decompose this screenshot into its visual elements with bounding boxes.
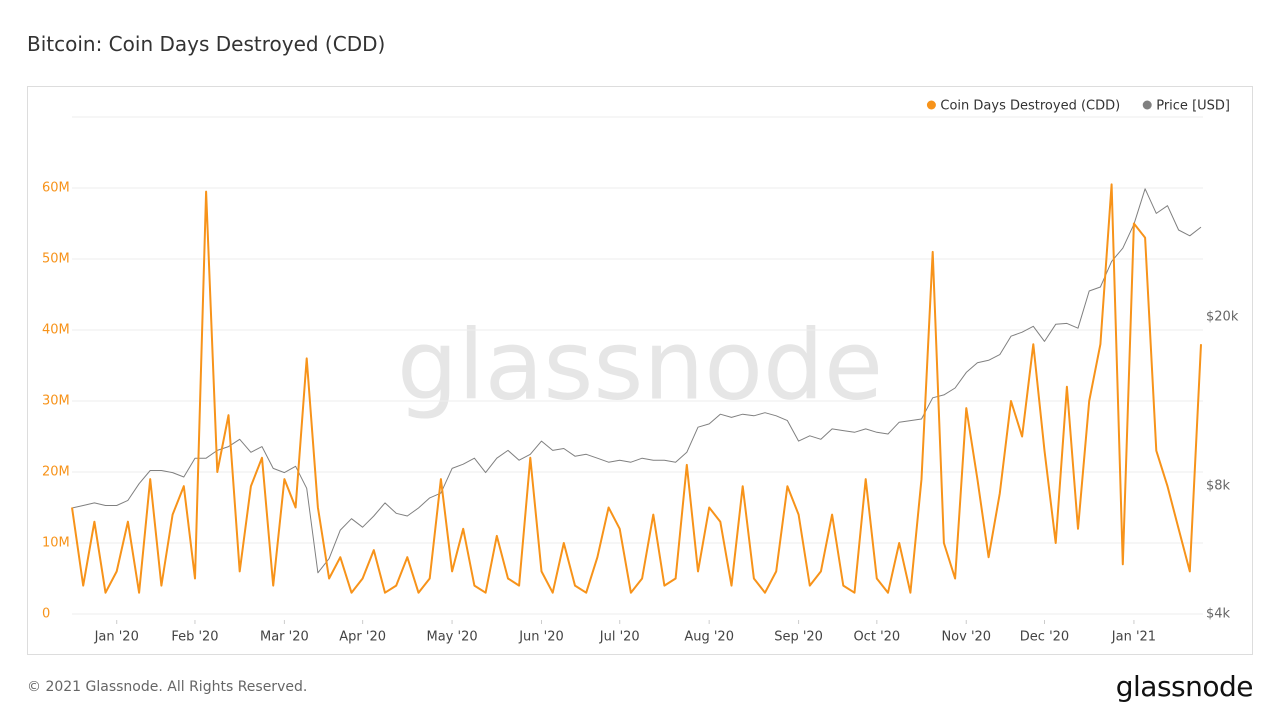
- legend-label: Price [USD]: [1156, 99, 1230, 114]
- chart-frame: [27, 86, 1253, 655]
- cdd-line: [71, 183, 1202, 594]
- chart-title: Bitcoin: Coin Days Destroyed (CDD): [27, 32, 386, 56]
- y-tick-label: 20M: [42, 465, 70, 480]
- footer: © 2021 Glassnode. All Rights Reserved.: [27, 679, 308, 695]
- x-tick-label: Aug '20: [684, 630, 734, 645]
- x-tick-label: Mar '20: [260, 630, 309, 645]
- x-tick-label: Feb '20: [171, 630, 218, 645]
- y2-tick-label: $8k: [1206, 478, 1231, 493]
- watermark: glassnode: [397, 309, 883, 421]
- logo: glassnode: [1115, 670, 1254, 703]
- y2-tick-label: $20k: [1206, 309, 1239, 324]
- x-tick-label: Jan '20: [94, 630, 139, 645]
- x-tick-label: Apr '20: [339, 630, 386, 645]
- legend-marker: [1142, 100, 1152, 110]
- x-tick-label: Oct '20: [853, 630, 900, 645]
- x-tick-label: Jul '20: [599, 630, 640, 645]
- legend-marker: [926, 100, 936, 110]
- legend-label: Coin Days Destroyed (CDD): [940, 99, 1120, 114]
- x-tick-label: Nov '20: [941, 630, 991, 645]
- x-tick-label: Dec '20: [1020, 630, 1069, 645]
- y2-tick-label: $4k: [1206, 607, 1231, 622]
- x-tick-label: Jun '20: [518, 630, 564, 645]
- y-tick-label: 60M: [42, 181, 70, 196]
- y-tick-label: 50M: [42, 252, 70, 267]
- y-tick-label: 40M: [42, 323, 70, 338]
- y-tick-label: 30M: [42, 394, 70, 409]
- y-tick-label: 10M: [42, 536, 70, 551]
- x-tick-label: Sep '20: [774, 630, 823, 645]
- y-tick-label: 0: [42, 607, 50, 622]
- price-line: [71, 188, 1202, 574]
- x-tick-label: Jan '21: [1111, 630, 1156, 645]
- x-tick-label: May '20: [426, 630, 477, 645]
